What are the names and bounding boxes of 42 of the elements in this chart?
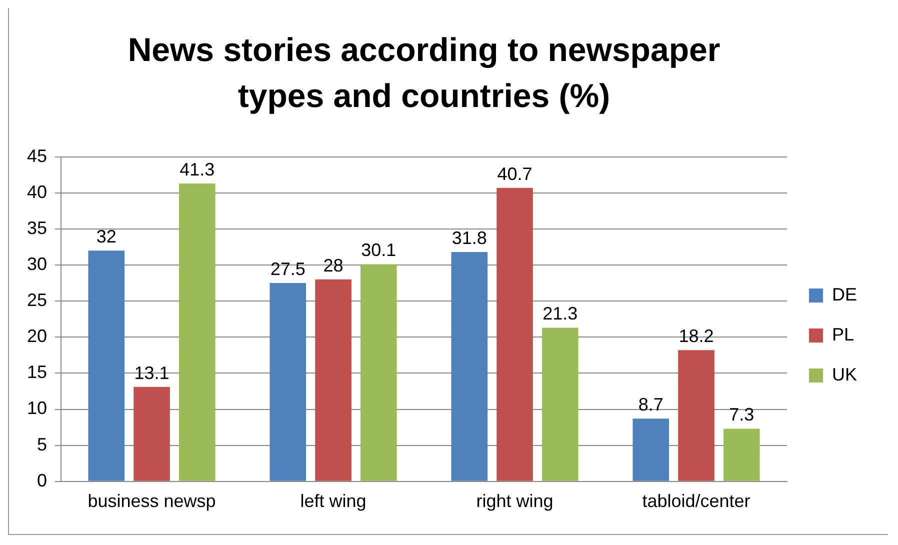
- data-label: 18.2: [678, 326, 714, 346]
- data-label: 32: [96, 226, 116, 247]
- bar: [542, 328, 578, 481]
- y-tick-label: 45: [26, 146, 48, 166]
- data-label: 31.8: [452, 228, 487, 248]
- data-label: 30.1: [361, 240, 396, 260]
- chart-title: News stories according to newspaper types and countries (%): [126, 30, 722, 116]
- bar: [134, 386, 170, 481]
- data-label: 40.7: [497, 164, 532, 184]
- legend-label: PL: [832, 324, 854, 344]
- x-tick-label: right wing: [476, 491, 554, 512]
- x-tick-label: tabloid/center: [642, 491, 750, 512]
- data-label: 8.7: [638, 394, 664, 415]
- data-label: 28: [323, 255, 344, 276]
- bar: [88, 250, 125, 481]
- bar: [723, 428, 760, 481]
- data-label: 41.3: [180, 159, 215, 180]
- bar: [496, 188, 533, 481]
- bar: [360, 264, 397, 481]
- y-tick-label: 30: [26, 254, 48, 274]
- data-label: 13.1: [134, 362, 170, 383]
- bar: [178, 183, 216, 481]
- y-tick-label: 10: [26, 398, 48, 418]
- y-tick-label: 25: [26, 290, 48, 310]
- bar: [678, 350, 714, 481]
- legend-label: UK: [832, 364, 858, 384]
- data-label: 21.3: [542, 304, 578, 324]
- y-tick-label: 40: [26, 182, 48, 202]
- bar: [270, 283, 306, 481]
- y-tick-label: 35: [26, 218, 48, 238]
- y-tick-label: 0: [37, 470, 48, 490]
- y-tick-label: 15: [26, 362, 48, 382]
- data-label: 27.5: [270, 259, 306, 279]
- x-tick-label: left wing: [300, 491, 366, 512]
- bar: [315, 279, 352, 481]
- y-tick-label: 20: [26, 326, 48, 346]
- legend-label: DE: [832, 284, 858, 304]
- y-tick-label: 5: [37, 434, 48, 454]
- bar: [632, 418, 670, 481]
- data-label: 7.3: [729, 404, 754, 425]
- x-tick-label: business newsp: [88, 491, 216, 512]
- bar: [451, 252, 488, 481]
